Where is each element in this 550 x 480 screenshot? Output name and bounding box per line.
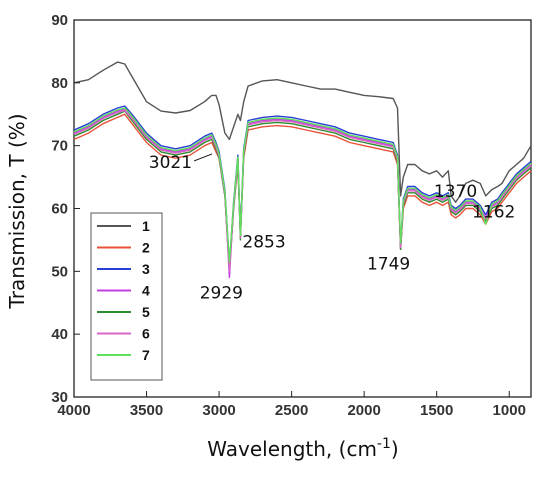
legend-label-4: 4 [142, 283, 150, 299]
series-line-4 [73, 108, 532, 279]
y-tick-label: 70 [51, 138, 68, 155]
peak-label-2929: 2929 [200, 283, 243, 303]
series-layer [73, 61, 532, 279]
series-line-7 [73, 107, 532, 263]
peak-label-1749: 1749 [367, 254, 410, 274]
series-line-2 [73, 113, 532, 272]
legend-label-7: 7 [142, 347, 150, 363]
x-tick-label: 4000 [57, 402, 90, 419]
legend-label-5: 5 [142, 304, 150, 320]
x-tick-label: 2500 [275, 402, 308, 419]
y-tick-label: 50 [51, 263, 68, 280]
x-axis-title: Wavelength, (cm-1) [207, 436, 398, 461]
y-tick-label: 80 [51, 75, 68, 92]
legend-label-2: 2 [142, 240, 150, 256]
y-tick-label: 60 [51, 201, 68, 218]
series-line-1 [73, 61, 532, 203]
legend-label-6: 6 [142, 326, 150, 342]
legend: 1 2 3 4 5 6 7 [90, 212, 163, 381]
x-tick-label: 3000 [202, 402, 235, 419]
legend-label-1: 1 [142, 218, 150, 234]
legend-label-3: 3 [142, 261, 150, 277]
series-line-5 [73, 110, 532, 269]
peak-label-2853: 2853 [242, 233, 285, 253]
y-tick-label: 40 [51, 326, 68, 343]
y-axis-title: Transmission, T (%) [5, 113, 29, 309]
legend-box [90, 212, 163, 381]
x-tick-label: 1000 [493, 402, 526, 419]
peak-label-1162: 1162 [472, 202, 515, 222]
x-tick-label: 2000 [347, 402, 380, 419]
peak-label-3021: 3021 [149, 153, 192, 173]
x-tick-label: 1500 [420, 402, 453, 419]
peak-label-1370: 1370 [434, 182, 477, 202]
annotation-arrow [193, 153, 213, 162]
series-line-6 [73, 109, 532, 272]
y-tick-label: 90 [51, 12, 68, 29]
y-tick-label: 30 [51, 389, 68, 406]
ticks-layer: 4000 3500 3000 2500 2000 1500 1000 30 40 50 60 70 80… [51, 12, 526, 419]
x-tick-label: 3500 [130, 402, 163, 419]
series-line-3 [73, 105, 532, 266]
